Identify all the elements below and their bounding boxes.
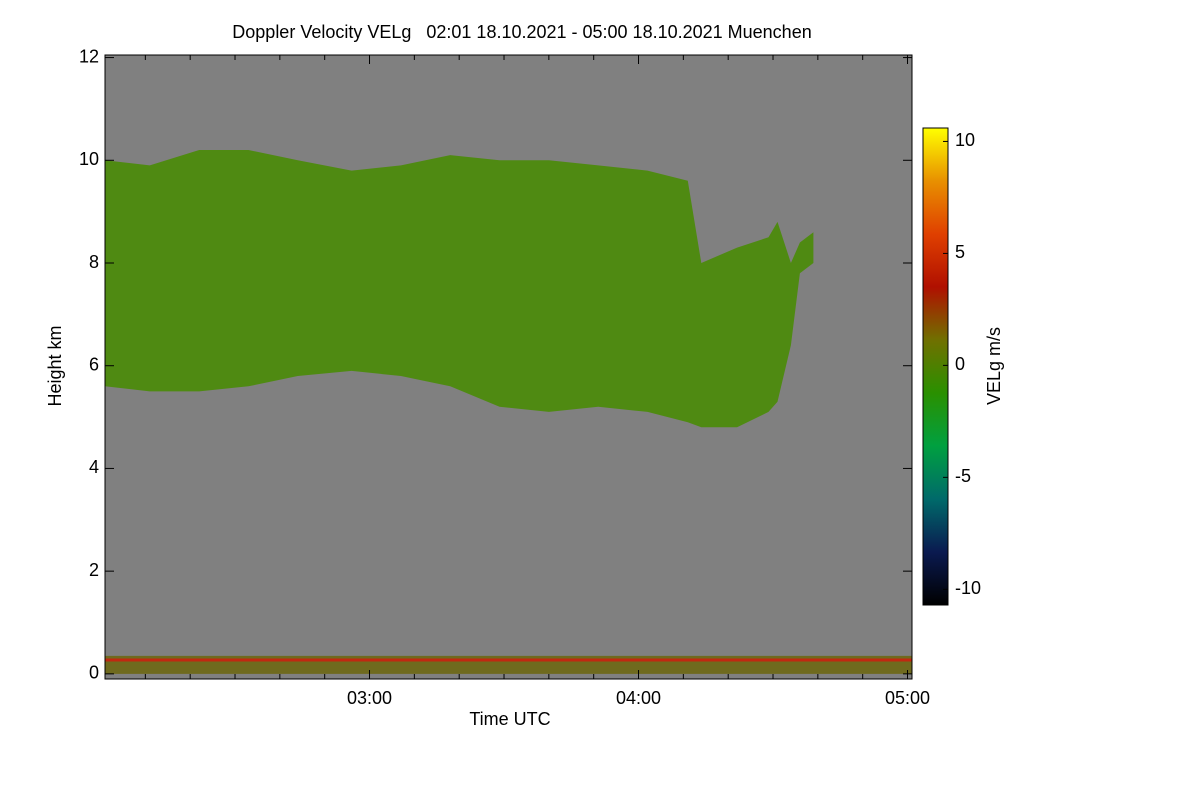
colorbar-tick-label: 0 xyxy=(955,354,965,374)
chart-title: Doppler Velocity VELg 02:01 18.10.2021 -… xyxy=(232,22,811,42)
y-tick-label: 6 xyxy=(89,354,99,374)
x-axis-label: Time UTC xyxy=(469,709,550,729)
y-tick-label: 4 xyxy=(89,457,99,477)
echo-layer xyxy=(105,150,814,428)
colorbar-tick-label: -10 xyxy=(955,578,981,598)
y-axis-label: Height km xyxy=(45,325,65,406)
y-tick-label: 10 xyxy=(79,149,99,169)
x-tick-label: 05:00 xyxy=(885,688,930,708)
y-tick-label: 8 xyxy=(89,252,99,272)
y-tick-label: 2 xyxy=(89,560,99,580)
x-tick-label: 03:00 xyxy=(347,688,392,708)
y-tick-label: 12 xyxy=(79,46,99,66)
colorbar-tick-label: 10 xyxy=(955,130,975,150)
colorbar-tick-label: -5 xyxy=(955,466,971,486)
plot-frame xyxy=(104,54,913,680)
echo-layer xyxy=(105,658,912,662)
colorbar-label: VELg m/s xyxy=(984,327,1004,405)
y-tick-label: 0 xyxy=(89,663,99,683)
colorbar xyxy=(922,127,949,606)
x-tick-label: 04:00 xyxy=(616,688,661,708)
colorbar-tick-label: 5 xyxy=(955,242,965,262)
